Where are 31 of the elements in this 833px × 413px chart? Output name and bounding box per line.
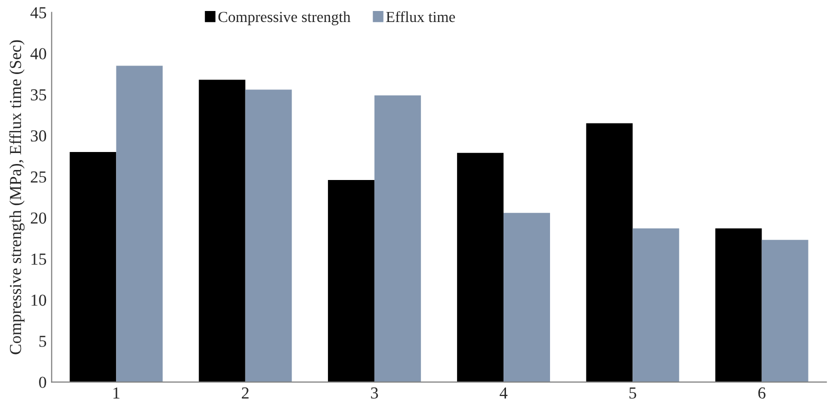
y-axis-title: Compressive strength (MPa), Efflux time (Sec) bbox=[9, 40, 25, 354]
y-tick-label: 30 bbox=[30, 130, 46, 142]
y-tick-label: 45 bbox=[30, 7, 46, 18]
bar bbox=[328, 180, 374, 382]
x-tick-label: 3 bbox=[371, 387, 378, 399]
bar bbox=[70, 152, 116, 382]
y-tick-label: 35 bbox=[30, 89, 46, 100]
x-tick-label: 4 bbox=[500, 387, 508, 398]
bar bbox=[245, 90, 292, 382]
x-tick-label: 6 bbox=[758, 387, 766, 399]
y-tick-label: 10 bbox=[32, 294, 46, 306]
y-tick-label: 25 bbox=[30, 171, 46, 183]
y-tick-label: 0 bbox=[39, 376, 46, 388]
bar bbox=[457, 152, 504, 382]
x-tick-label: 1 bbox=[114, 387, 120, 398]
x-tick-label: 2 bbox=[242, 387, 249, 398]
bar bbox=[762, 240, 808, 382]
bar bbox=[374, 95, 421, 382]
bar bbox=[586, 123, 633, 382]
legend-label: Compressive strength bbox=[218, 11, 350, 26]
y-tick-label: 15 bbox=[32, 254, 46, 265]
y-tick-label: 20 bbox=[30, 212, 46, 224]
x-tick-label: 5 bbox=[629, 388, 636, 399]
bar bbox=[116, 66, 163, 382]
legend-label: Efflux time bbox=[386, 11, 455, 22]
y-tick-label: 40 bbox=[30, 48, 46, 60]
bar bbox=[715, 228, 762, 382]
y-tick-label: 5 bbox=[39, 336, 46, 347]
bar bbox=[198, 80, 246, 382]
bar bbox=[632, 228, 680, 382]
bar bbox=[504, 212, 550, 382]
